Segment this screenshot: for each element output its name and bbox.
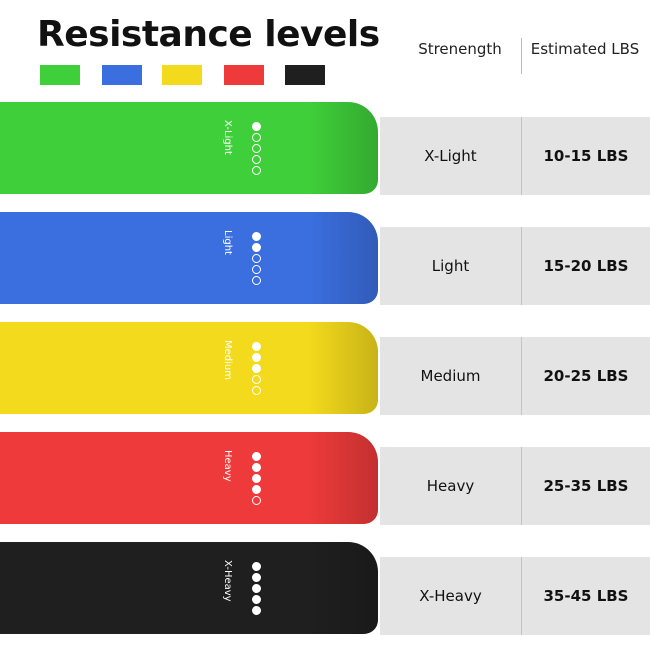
band-label: Medium bbox=[222, 340, 233, 380]
empty-dot-icon bbox=[252, 276, 261, 285]
filled-dot-icon bbox=[252, 474, 261, 483]
filled-dot-icon bbox=[252, 243, 261, 252]
filled-dot-icon bbox=[252, 353, 261, 362]
band-shading bbox=[308, 102, 378, 194]
table-row: Light 15-20 LBS bbox=[380, 227, 650, 305]
band-x-light: X-Light bbox=[0, 102, 378, 194]
empty-dot-icon bbox=[252, 155, 261, 164]
empty-dot-icon bbox=[252, 254, 261, 263]
band-shading bbox=[308, 212, 378, 304]
header-strength: Strenength bbox=[418, 40, 502, 58]
divider bbox=[521, 117, 522, 195]
empty-dot-icon bbox=[252, 496, 261, 505]
title: Resistance levels bbox=[37, 14, 380, 55]
swatch-x-heavy bbox=[285, 65, 325, 85]
band-medium: Medium bbox=[0, 322, 378, 414]
band-shading bbox=[308, 542, 378, 634]
filled-dot-icon bbox=[252, 584, 261, 593]
filled-dot-icon bbox=[252, 232, 261, 241]
band-light: Light bbox=[0, 212, 378, 304]
filled-dot-icon bbox=[252, 452, 261, 461]
level-label: Heavy bbox=[426, 477, 475, 495]
level-label: Light bbox=[431, 257, 470, 275]
filled-dot-icon bbox=[252, 342, 261, 351]
lbs-value: 25-35 LBS bbox=[543, 477, 629, 495]
level-label: X-Heavy bbox=[419, 587, 482, 605]
header-estimated-lbs: Estimated LBS bbox=[530, 40, 640, 58]
header-divider bbox=[521, 38, 522, 74]
empty-dot-icon bbox=[252, 144, 261, 153]
divider bbox=[521, 337, 522, 415]
filled-dot-icon bbox=[252, 595, 261, 604]
level-dots bbox=[252, 452, 261, 505]
lbs-value: 10-15 LBS bbox=[543, 147, 629, 165]
swatch-medium bbox=[162, 65, 202, 85]
band-shading bbox=[308, 322, 378, 414]
lbs-value: 15-20 LBS bbox=[543, 257, 629, 275]
level-label: X-Light bbox=[424, 147, 477, 165]
level-dots bbox=[252, 562, 261, 615]
lbs-value: 20-25 LBS bbox=[543, 367, 629, 385]
swatch-light bbox=[102, 65, 142, 85]
lbs-value: 35-45 LBS bbox=[543, 587, 629, 605]
band-label: X-Heavy bbox=[222, 560, 233, 602]
band-label: Light bbox=[222, 230, 233, 255]
swatch-x-light bbox=[40, 65, 80, 85]
empty-dot-icon bbox=[252, 375, 261, 384]
divider bbox=[521, 557, 522, 635]
band-label: X-Light bbox=[222, 120, 233, 155]
filled-dot-icon bbox=[252, 573, 261, 582]
divider bbox=[521, 447, 522, 525]
table-row: Medium 20-25 LBS bbox=[380, 337, 650, 415]
level-label: Medium bbox=[420, 367, 481, 385]
level-dots bbox=[252, 232, 261, 285]
empty-dot-icon bbox=[252, 166, 261, 175]
filled-dot-icon bbox=[252, 122, 261, 131]
swatch-heavy bbox=[224, 65, 264, 85]
divider bbox=[521, 227, 522, 305]
empty-dot-icon bbox=[252, 265, 261, 274]
table-row: X-Light 10-15 LBS bbox=[380, 117, 650, 195]
filled-dot-icon bbox=[252, 606, 261, 615]
table-row: Heavy 25-35 LBS bbox=[380, 447, 650, 525]
empty-dot-icon bbox=[252, 386, 261, 395]
filled-dot-icon bbox=[252, 562, 261, 571]
band-heavy: Heavy bbox=[0, 432, 378, 524]
band-label: Heavy bbox=[222, 450, 233, 482]
level-dots bbox=[252, 342, 261, 395]
filled-dot-icon bbox=[252, 364, 261, 373]
band-x-heavy: X-Heavy bbox=[0, 542, 378, 634]
band-shading bbox=[308, 432, 378, 524]
table-row: X-Heavy 35-45 LBS bbox=[380, 557, 650, 635]
empty-dot-icon bbox=[252, 133, 261, 142]
level-dots bbox=[252, 122, 261, 175]
filled-dot-icon bbox=[252, 485, 261, 494]
filled-dot-icon bbox=[252, 463, 261, 472]
